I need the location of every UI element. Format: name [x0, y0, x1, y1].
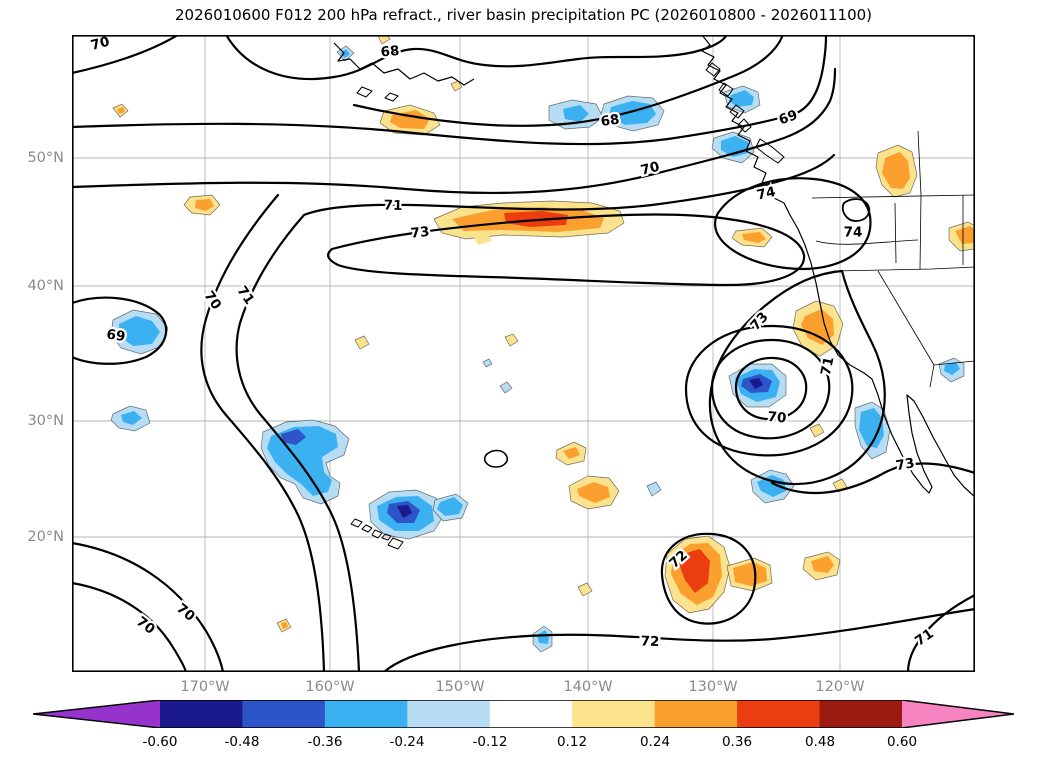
svg-text:69: 69	[105, 326, 126, 344]
svg-text:74: 74	[755, 184, 777, 204]
svg-text:71: 71	[818, 355, 838, 377]
svg-text:68: 68	[380, 43, 400, 61]
svg-text:73: 73	[894, 455, 915, 474]
colorbar	[32, 699, 1015, 729]
svg-text:70: 70	[133, 613, 158, 637]
svg-text:71: 71	[383, 197, 402, 214]
svg-text:73: 73	[747, 309, 771, 334]
shading-layer	[110, 35, 975, 653]
colorbar-tick: 0.36	[721, 734, 753, 750]
colorbar-tick: 0.12	[556, 734, 588, 750]
x-tick-130w: 130°W	[688, 679, 738, 695]
colorbar-canvas	[32, 699, 1015, 729]
svg-text:69: 69	[777, 107, 800, 128]
x-tick-160w: 160°W	[305, 679, 355, 695]
colorbar-tick: -0.24	[389, 734, 425, 750]
svg-text:70: 70	[767, 409, 787, 427]
colorbar-tick: -0.12	[472, 734, 508, 750]
colorbar-tick: -0.60	[142, 734, 178, 750]
x-tick-170w: 170°W	[180, 679, 230, 695]
y-tick-50n: 50°N	[27, 150, 64, 166]
x-tick-140w: 140°W	[563, 679, 613, 695]
y-tick-40n: 40°N	[27, 278, 64, 294]
colorbar-tick: 0.60	[886, 734, 918, 750]
svg-text:72: 72	[640, 633, 659, 650]
plot-border	[72, 35, 975, 672]
svg-text:68: 68	[600, 111, 621, 129]
colorbar-tick: 0.24	[639, 734, 671, 750]
colorbar-tick: -0.48	[224, 734, 260, 750]
svg-text:70: 70	[89, 35, 111, 54]
figure-title: 2026010600 F012 200 hPa refract., river …	[174, 6, 873, 24]
x-tick-120w: 120°W	[815, 679, 865, 695]
svg-text:70: 70	[173, 600, 198, 624]
svg-text:70: 70	[200, 288, 224, 313]
svg-text:73: 73	[410, 224, 430, 242]
map-plot: 70 68 68 69 70 71 73 74 74 71 70 69 73 71 70 73 72 72 70 70…	[72, 35, 975, 672]
x-tick-150w: 150°W	[435, 679, 485, 695]
colorbar-tick: -0.36	[307, 734, 343, 750]
colorbar-tick: 0.48	[804, 734, 836, 750]
coastline-layer	[333, 35, 975, 550]
y-tick-20n: 20°N	[27, 529, 64, 545]
svg-text:74: 74	[844, 225, 863, 241]
y-tick-30n: 30°N	[27, 413, 64, 429]
contour-layer	[72, 35, 975, 672]
svg-text:70: 70	[639, 159, 661, 179]
